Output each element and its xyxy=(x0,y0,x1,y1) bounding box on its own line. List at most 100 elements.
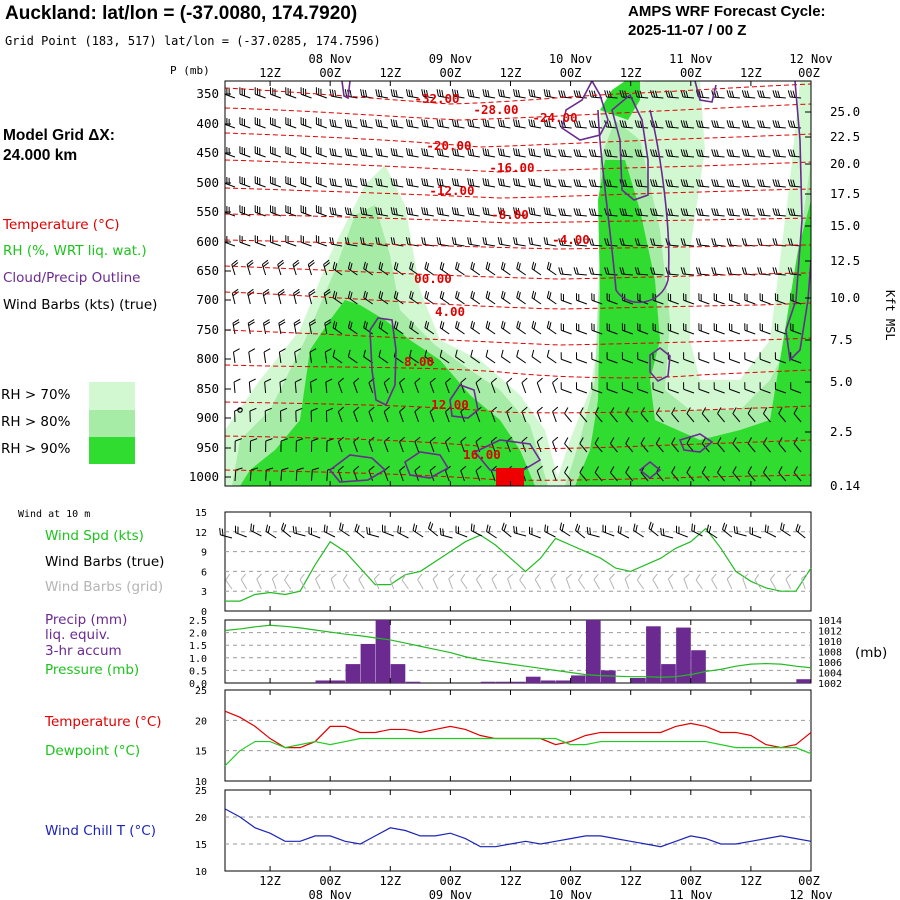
wind-barb-feather xyxy=(533,322,537,330)
wind-barb xyxy=(698,388,710,394)
wind-barb xyxy=(409,356,419,364)
wind-barb xyxy=(331,243,343,247)
wind-barb xyxy=(293,293,297,305)
wind-barb-feather xyxy=(528,89,531,97)
page-title: Auckland: lat/lon = (-37.0080, 174.7920) xyxy=(5,3,358,24)
temperature-contour-label: -16.00 xyxy=(489,160,534,175)
pressure-tick-label: 500 xyxy=(196,175,219,190)
wind-barb xyxy=(428,528,439,537)
wind-barb-feather xyxy=(405,148,409,156)
wind-barb xyxy=(354,530,365,539)
wind-barb-feather xyxy=(636,573,642,581)
wind-barb xyxy=(640,443,649,453)
wind-barb xyxy=(701,413,710,423)
wind-barb-feather xyxy=(652,149,656,157)
temperature-contour-label: 4.00 xyxy=(435,304,465,319)
wind-barb xyxy=(698,273,710,276)
wind-barb-feather xyxy=(536,436,543,443)
wind-barb-feather xyxy=(482,207,485,215)
temperature-contour-label: -12.00 xyxy=(429,183,474,198)
heavy-rain-marker xyxy=(496,468,524,486)
wind-barb xyxy=(300,123,312,129)
wind-barb-feather xyxy=(454,237,457,245)
wind-barb xyxy=(795,530,806,539)
wind-barb-feather xyxy=(467,89,470,97)
wind-barb-feather xyxy=(262,259,269,265)
wind-barb-feather xyxy=(772,120,776,128)
wind-barb-feather xyxy=(331,178,335,186)
wind-barb-feather xyxy=(746,208,750,216)
wind-barb-feather xyxy=(521,377,528,384)
wind-barb xyxy=(499,125,511,129)
wind-barb-feather xyxy=(759,208,763,216)
wind-barb-feather xyxy=(652,179,656,187)
wind-barb-feather xyxy=(399,377,406,384)
wind-barb xyxy=(401,579,409,590)
wind-barb-feather xyxy=(757,179,761,187)
wind-barb-feather xyxy=(334,119,337,128)
wind-barb-feather xyxy=(482,237,485,245)
wind-barb xyxy=(262,293,267,305)
wind-barb-feather xyxy=(573,120,577,128)
wind-barb-feather xyxy=(575,238,579,246)
wind-barb-feather xyxy=(552,406,559,413)
wind-barb-feather xyxy=(778,466,783,473)
wind-barb-feather xyxy=(652,573,658,580)
wind-barb-feather xyxy=(700,120,704,128)
wind-barb xyxy=(429,411,435,423)
wind-barb-feather xyxy=(390,119,393,127)
wind-barb-feather xyxy=(486,524,489,532)
wind-barb xyxy=(225,579,233,590)
wind-barb-feather xyxy=(741,149,745,157)
precip-bar xyxy=(555,680,571,683)
wind-barb xyxy=(606,155,618,158)
wind-barb-feather xyxy=(438,178,442,186)
wind-barb xyxy=(531,327,542,335)
wind-barb xyxy=(564,413,572,423)
wind-barb-feather xyxy=(515,89,518,97)
wind-barb-feather xyxy=(606,238,610,246)
wind-barb xyxy=(414,411,420,423)
rh90-swatch xyxy=(89,437,135,464)
wind-barb-feather xyxy=(393,148,396,156)
wind-barb xyxy=(625,413,634,423)
wind-barb-feather xyxy=(344,89,348,97)
wind-barb xyxy=(399,441,404,453)
wind-barb-feather xyxy=(744,179,748,187)
wind-barb-feather xyxy=(250,467,258,471)
wind-barb-feather xyxy=(728,208,732,216)
wind-barb-feather xyxy=(670,179,674,187)
wind-barb xyxy=(348,297,358,305)
pressure-tick-label: 1010 xyxy=(818,637,842,648)
temperature-contour-label: -4.00 xyxy=(552,232,590,247)
wind-barb-feather xyxy=(470,320,473,328)
time-tick-label: 00Z xyxy=(560,66,582,80)
wind-barb-feather xyxy=(383,406,390,413)
wind-barb xyxy=(475,382,481,394)
wind-barb-feather xyxy=(408,178,411,186)
wind-barb-feather xyxy=(578,149,582,157)
wind-barb-feather xyxy=(744,267,748,275)
wind-barb-feather xyxy=(293,319,301,324)
wind-barb xyxy=(514,213,526,217)
wind-barb xyxy=(414,382,420,394)
wind-barb-feather xyxy=(700,208,704,216)
wind-barbs-section xyxy=(225,87,802,482)
wind-barb xyxy=(576,358,588,364)
wind-barb-feather xyxy=(502,207,505,216)
wind-barb-feather xyxy=(591,120,595,128)
wind-barb-feather xyxy=(405,119,409,127)
wind-barb xyxy=(576,329,588,335)
wind-barb xyxy=(514,95,526,99)
wind-barb-feather xyxy=(513,148,516,156)
wind-barb-feather xyxy=(759,120,763,128)
wind-barb xyxy=(499,95,511,99)
wind-barb-feather xyxy=(728,238,732,246)
wind-barb-feather xyxy=(390,237,393,245)
wind-barb-feather xyxy=(792,179,796,187)
windchill-label: Wind Chill T (°C) xyxy=(45,823,156,839)
wind-barb-feather xyxy=(517,178,521,187)
wind-barb-feather xyxy=(393,261,397,269)
wind-barb-feather xyxy=(233,348,240,353)
wind-barb-feather xyxy=(606,90,610,98)
